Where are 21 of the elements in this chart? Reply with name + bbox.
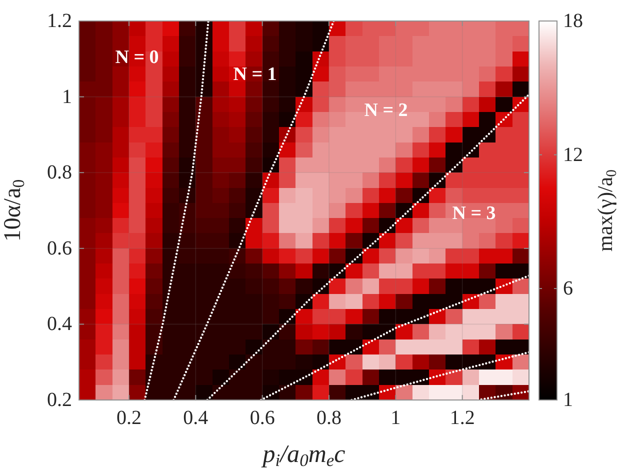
color-bar-label: 1 bbox=[563, 389, 573, 411]
y-tick-label: 0.8 bbox=[47, 162, 72, 184]
annotation: N = 3 bbox=[452, 202, 496, 224]
y-tick-label: 0.4 bbox=[47, 313, 72, 336]
x-tick-label: 0.4 bbox=[183, 407, 208, 429]
x-tick-label: 0.6 bbox=[250, 407, 275, 429]
y-tick-label: 0.2 bbox=[47, 389, 72, 411]
color-bar-label: 18 bbox=[563, 10, 583, 32]
x-tick-label: 1.2 bbox=[450, 407, 475, 429]
x-tick-label: 0.2 bbox=[116, 407, 142, 429]
color-bar-label: 12 bbox=[563, 144, 583, 166]
x-tick-label: 0.8 bbox=[316, 407, 342, 429]
color-bar-label: 6 bbox=[563, 278, 573, 300]
x-tick-label: 1 bbox=[390, 407, 401, 429]
y-tick-label: 1 bbox=[62, 86, 72, 108]
x-axis-title: p$_{i}$/a$_{0}$m$_{e}$c bbox=[260, 441, 346, 470]
y-tick-label: 1.2 bbox=[47, 10, 72, 32]
annotation: N = 0 bbox=[115, 46, 159, 68]
annotation: N = 2 bbox=[364, 100, 408, 120]
annotation: N = 1 bbox=[233, 64, 277, 84]
y-tick-label: 0.6 bbox=[47, 237, 72, 260]
